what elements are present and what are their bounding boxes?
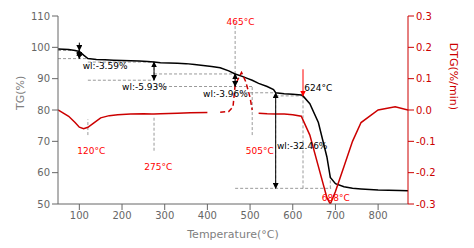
svg-text:wl:-32.46%: wl:-32.46% (277, 141, 328, 151)
svg-text:100: 100 (70, 210, 89, 221)
svg-text:275°C: 275°C (144, 162, 172, 172)
svg-text:120°C: 120°C (77, 146, 105, 156)
svg-text:wl:-5.93%: wl:-5.93% (122, 82, 167, 92)
svg-text:688°C: 688°C (322, 193, 350, 203)
svg-text:0.0: 0.0 (416, 105, 432, 116)
svg-text:50: 50 (37, 199, 50, 210)
svg-text:wl:-3.59%: wl:-3.59% (83, 61, 128, 71)
svg-text:0.2: 0.2 (416, 42, 432, 53)
svg-text:0.1: 0.1 (416, 73, 432, 84)
svg-text:-0.3: -0.3 (416, 199, 436, 210)
svg-text:624°C: 624°C (304, 83, 332, 93)
svg-text:300: 300 (155, 210, 174, 221)
svg-text:100: 100 (31, 42, 50, 53)
svg-text:-0.2: -0.2 (416, 167, 436, 178)
svg-text:465°C: 465°C (227, 17, 255, 27)
svg-text:70: 70 (37, 136, 50, 147)
svg-text:90: 90 (37, 73, 50, 84)
svg-text:200: 200 (112, 210, 131, 221)
svg-text:500: 500 (241, 210, 260, 221)
svg-text:110: 110 (31, 11, 50, 22)
svg-text:-0.1: -0.1 (416, 136, 436, 147)
svg-text:400: 400 (198, 210, 217, 221)
svg-text:505°C: 505°C (246, 146, 274, 156)
svg-text:0.3: 0.3 (416, 11, 432, 22)
svg-text:TG(%): TG(%) (14, 76, 27, 111)
svg-text:60: 60 (37, 167, 50, 178)
svg-text:600: 600 (283, 210, 302, 221)
svg-text:800: 800 (369, 210, 388, 221)
svg-text:DTG(%/min): DTG(%/min) (447, 43, 460, 110)
svg-text:Temperature(°C): Temperature(°C) (186, 228, 278, 240)
svg-text:700: 700 (326, 210, 345, 221)
svg-text:wl:-3.96%: wl:-3.96% (203, 89, 248, 99)
svg-text:80: 80 (37, 105, 50, 116)
